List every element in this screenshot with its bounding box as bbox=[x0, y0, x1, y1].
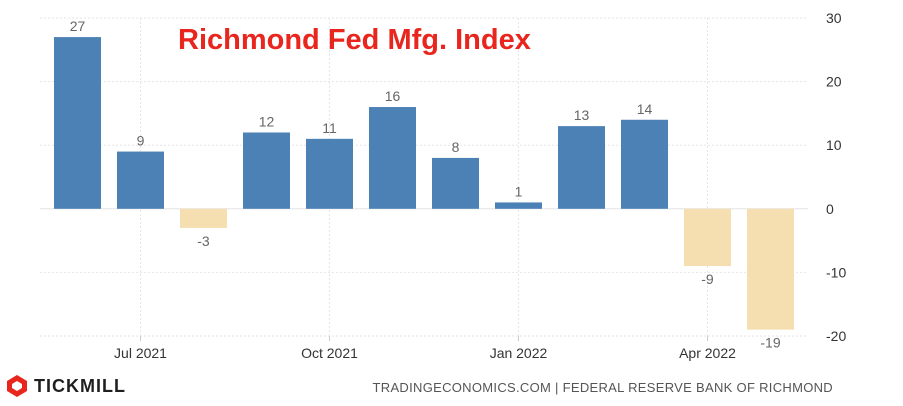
y-axis: 30 20 10 0 -10 -20 bbox=[826, 10, 846, 344]
x-tick-label: Apr 2022 bbox=[679, 345, 736, 361]
data-label: 8 bbox=[452, 139, 460, 155]
y-tick-label: 20 bbox=[826, 74, 842, 90]
bar bbox=[54, 37, 101, 209]
bars bbox=[54, 37, 794, 330]
bar bbox=[558, 126, 605, 209]
bar bbox=[180, 208, 227, 228]
bar bbox=[306, 138, 353, 209]
bar bbox=[117, 151, 164, 209]
grid-lines bbox=[40, 17, 808, 337]
bar bbox=[243, 132, 290, 209]
x-axis: Jul 2021 Oct 2021 Jan 2022 Apr 2022 bbox=[114, 336, 736, 361]
bar bbox=[684, 208, 731, 267]
x-tick-label: Oct 2021 bbox=[301, 345, 358, 361]
y-tick-label: 10 bbox=[826, 137, 842, 153]
brand-name: TICKMILL bbox=[34, 375, 126, 396]
y-tick-label: 30 bbox=[826, 10, 842, 26]
data-labels: 27 9 -3 12 11 16 8 1 13 14 -9 -19 bbox=[70, 18, 781, 351]
bar bbox=[432, 157, 479, 209]
brand-logo: TICKMILL bbox=[6, 374, 126, 398]
x-tick-label: Jan 2022 bbox=[490, 345, 548, 361]
y-tick-label: -20 bbox=[826, 328, 846, 344]
x-tick-label: Jul 2021 bbox=[114, 345, 167, 361]
data-label: 27 bbox=[70, 18, 86, 34]
data-label: 13 bbox=[574, 107, 590, 123]
data-label: 16 bbox=[385, 88, 401, 104]
data-label: 11 bbox=[322, 120, 337, 136]
chart-title: Richmond Fed Mfg. Index bbox=[178, 24, 531, 56]
data-label: 9 bbox=[137, 133, 145, 149]
bar bbox=[621, 119, 668, 209]
y-tick-label: 0 bbox=[826, 201, 834, 217]
bar bbox=[747, 208, 794, 330]
data-label: 1 bbox=[515, 183, 523, 199]
data-label: -9 bbox=[701, 271, 714, 287]
data-label: 12 bbox=[259, 113, 275, 129]
data-label: -19 bbox=[760, 335, 780, 351]
bar bbox=[369, 107, 416, 209]
tickmill-logo-icon bbox=[7, 375, 27, 397]
source-attribution: TRADINGECONOMICS.COM | FEDERAL RESERVE B… bbox=[372, 380, 833, 395]
data-label: -3 bbox=[197, 233, 210, 249]
y-tick-label: -10 bbox=[826, 264, 846, 280]
data-label: 14 bbox=[637, 101, 653, 117]
bar bbox=[495, 202, 542, 209]
